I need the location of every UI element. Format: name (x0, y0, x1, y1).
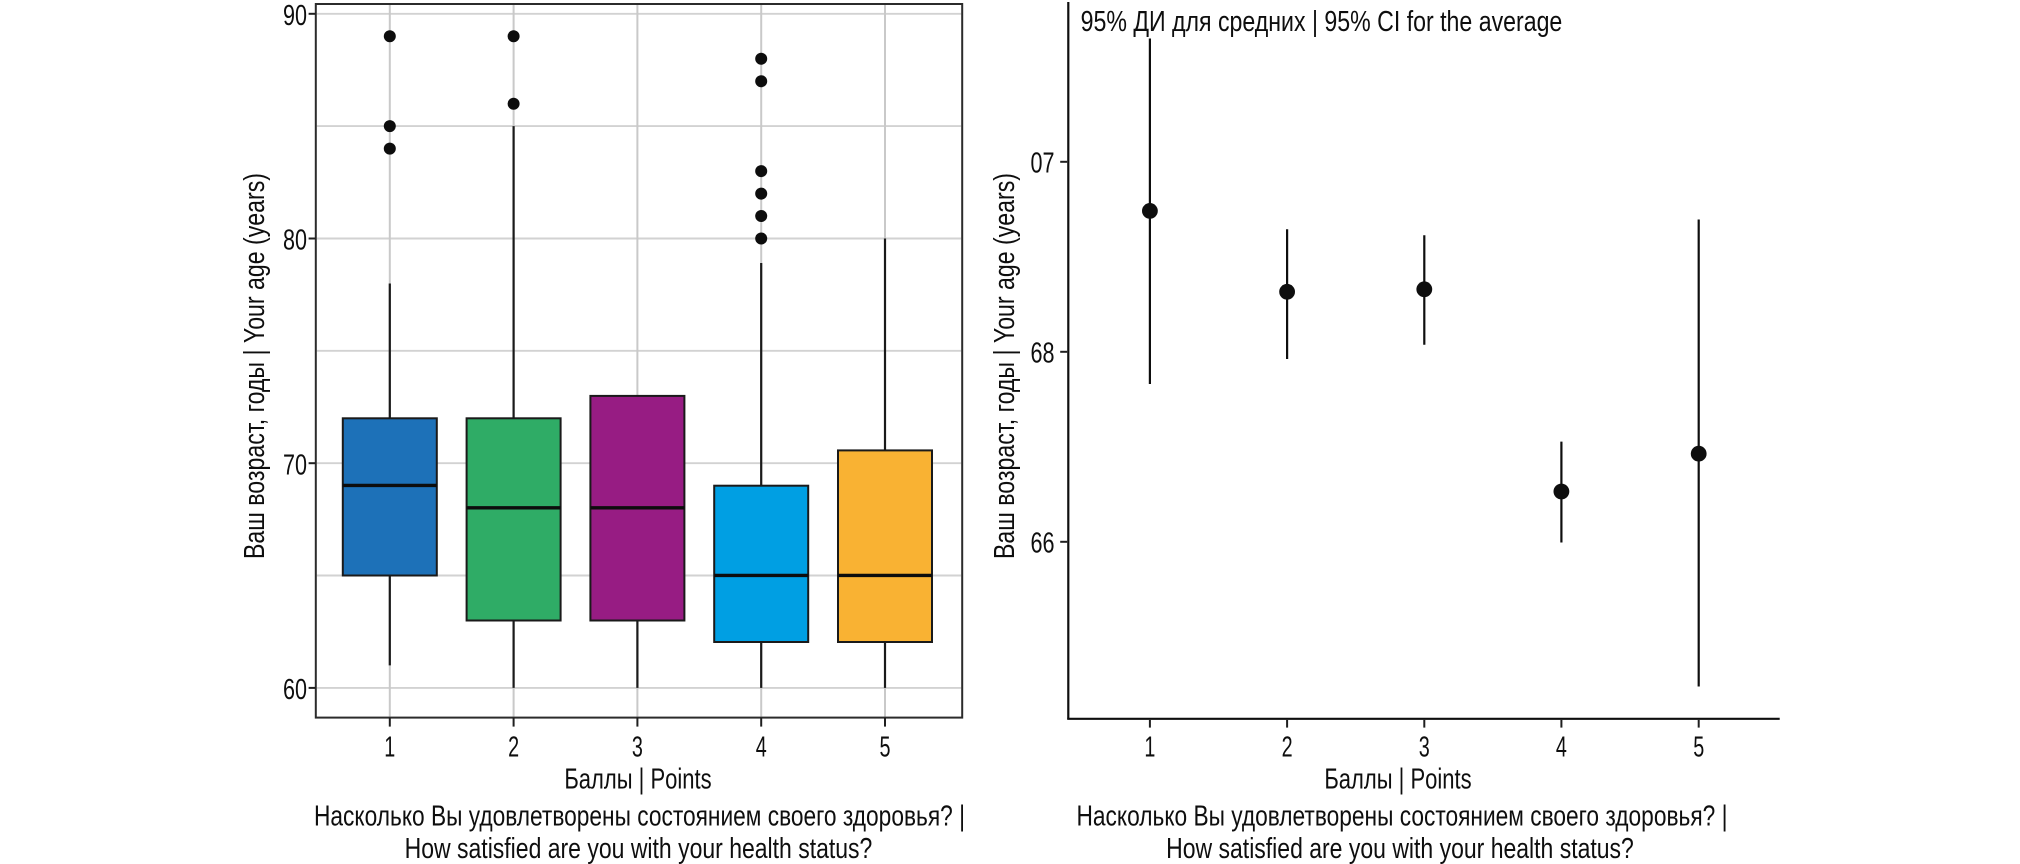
svg-text:5: 5 (1693, 731, 1704, 763)
svg-text:4: 4 (756, 731, 767, 763)
svg-text:Насколько Вы удовлетворены сос: Насколько Вы удовлетворены состоянием св… (1077, 800, 1728, 832)
svg-text:Баллы | Points: Баллы | Points (564, 764, 711, 796)
svg-text:3: 3 (1419, 731, 1430, 763)
svg-text:How satisfied are you with you: How satisfied are you with your health s… (1166, 833, 1634, 864)
svg-text:90: 90 (283, 0, 307, 32)
svg-text:4: 4 (1556, 731, 1567, 763)
svg-text:2: 2 (508, 731, 519, 763)
svg-text:Баллы | Points: Баллы | Points (1324, 764, 1471, 796)
svg-text:07: 07 (1031, 148, 1055, 180)
svg-text:70: 70 (283, 449, 307, 481)
svg-text:68: 68 (1031, 338, 1055, 370)
svg-text:66: 66 (1031, 528, 1055, 560)
svg-text:How satisfied are you with you: How satisfied are you with your health s… (405, 833, 873, 864)
svg-text:60: 60 (283, 674, 307, 706)
svg-text:Ваш возраст, годы | Your age (: Ваш возраст, годы | Your age (years) (239, 173, 271, 559)
svg-text:1: 1 (1144, 731, 1155, 763)
svg-text:Ваш возраст, годы | Your age (: Ваш возраст, годы | Your age (years) (989, 173, 1021, 559)
svg-text:Насколько Вы удовлетворены сос: Насколько Вы удовлетворены состоянием св… (314, 800, 965, 832)
svg-text:5: 5 (880, 731, 891, 763)
svg-text:1: 1 (384, 731, 395, 763)
svg-text:80: 80 (283, 225, 307, 257)
svg-text:2: 2 (1282, 731, 1293, 763)
svg-text:3: 3 (632, 731, 643, 763)
svg-text:95% ДИ для средних | 95% CI fo: 95% ДИ для средних | 95% CI for the aver… (1081, 6, 1563, 38)
